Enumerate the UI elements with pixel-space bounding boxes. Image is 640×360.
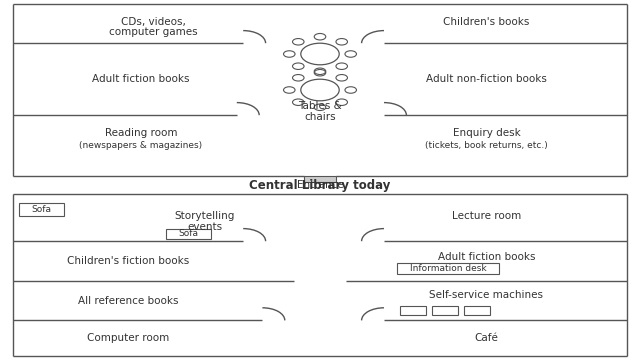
Text: Sofa: Sofa [31,205,52,214]
Text: Lecture room: Lecture room [452,211,521,221]
Text: Storytelling: Storytelling [175,211,235,221]
Text: Adult non-fiction books: Adult non-fiction books [426,74,547,84]
Text: Information desk: Information desk [410,264,486,273]
Text: computer games: computer games [109,27,198,37]
Text: Children's books: Children's books [444,17,529,27]
Text: CDs, videos,: CDs, videos, [121,17,186,27]
Bar [397,263,499,274]
Text: Café: Café [474,333,499,343]
Text: Enquiry desk: Enquiry desk [452,128,520,138]
Bar [400,306,426,315]
Text: events: events [188,222,222,232]
Bar [304,176,336,182]
Text: chairs: chairs [304,112,336,122]
Text: Reading room: Reading room [104,128,177,138]
Text: Central Library today: Central Library today [250,179,390,192]
Text: Tables &: Tables & [298,101,342,111]
Text: (newspapers & magazines): (newspapers & magazines) [79,141,202,150]
Text: Entrance: Entrance [296,180,344,190]
Bar [19,203,64,216]
Text: Adult fiction books: Adult fiction books [438,252,535,262]
Text: All reference books: All reference books [77,296,179,306]
Text: Sofa: Sofa [179,230,199,238]
Text: Self-service machines: Self-service machines [429,290,543,300]
Bar [464,306,490,315]
Text: Children's fiction books: Children's fiction books [67,256,189,266]
Text: (tickets, book returns, etc.): (tickets, book returns, etc.) [425,141,548,150]
Text: Adult fiction books: Adult fiction books [92,74,189,84]
Text: Computer room: Computer room [87,333,169,343]
Bar [432,306,458,315]
Bar [166,229,211,239]
